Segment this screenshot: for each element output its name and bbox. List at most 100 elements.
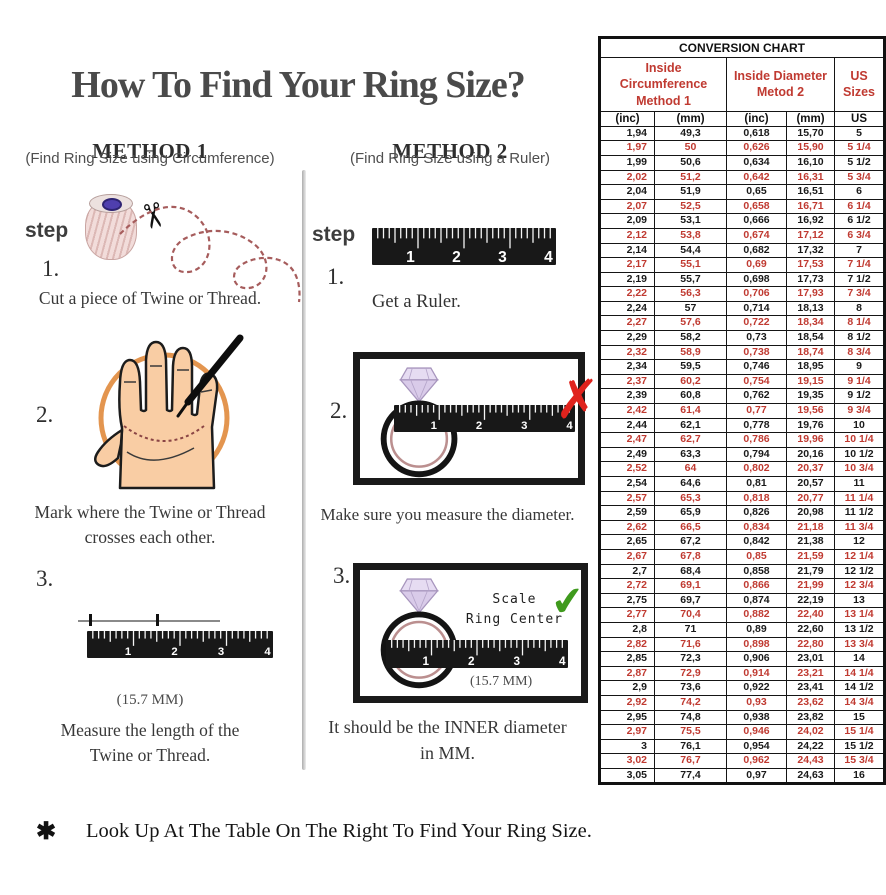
- table-row: 2,62 66,5 0,834 21,18 11 3/4: [599, 519, 886, 536]
- table-row: 2,12 53,8 0,674 17,12 6 3/4: [599, 227, 886, 244]
- step-2-caption: Mark where the Twine or Thread crosses e…: [34, 502, 266, 548]
- table-row: 2,8 71 0,89 22,60 13 1/2: [599, 621, 886, 638]
- method-2-title: METHOD 2: [392, 139, 508, 164]
- table-row: 2,52 64 0,802 20,37 10 3/4: [599, 461, 886, 477]
- table-row: 2,14 54,4 0,682 17,32 7: [599, 242, 886, 259]
- table-row: 2,24 57 0,714 18,13 8: [599, 300, 886, 317]
- table-row: 3,02 76,7 0,962 24,43 15 3/4: [599, 753, 886, 769]
- method-1-title: METHOD 1: [92, 139, 208, 164]
- page-title: How To Find Your Ring Size?: [71, 64, 525, 107]
- table-row: 1,99 50,6 0,634 16,10 5 1/2: [599, 154, 886, 171]
- svg-text:2: 2: [171, 646, 177, 658]
- thread-mark-icon: [89, 614, 92, 626]
- ruler-icon: 1 2 3 4: [372, 228, 556, 265]
- svg-text:3: 3: [218, 646, 224, 658]
- table-row: 2,59 65,9 0,826 20,98 11 1/2: [599, 505, 886, 521]
- ruler-icon: 1 2 3 4: [87, 631, 273, 658]
- svg-text:4: 4: [544, 249, 553, 265]
- table-row: 2,87 72,9 0,914 23,21 14 1/4: [599, 665, 886, 682]
- table-row: 2,65 67,2 0,842 21,38 12: [599, 534, 886, 550]
- svg-text:4: 4: [264, 646, 271, 658]
- svg-text:2: 2: [476, 420, 482, 432]
- footnote-text: Look Up At The Table On The Right To Fin…: [86, 820, 592, 842]
- table-row: 2,47 62,7 0,786 19,96 10 1/4: [599, 432, 886, 448]
- spool-hole: [102, 198, 122, 211]
- step-2-number: 2.: [330, 398, 348, 423]
- table-row: 2,49 63,3 0,794 20,16 10 1/2: [599, 446, 886, 463]
- col-group-circumference: Inside Circumference Method 1: [599, 57, 727, 112]
- ruler-icon: 1 2 3 4: [386, 640, 568, 668]
- table-row: 2,57 65,3 0,818 20,77 11 1/4: [599, 490, 886, 507]
- svg-text:2: 2: [452, 249, 461, 265]
- sub-header: (mm): [654, 110, 727, 127]
- table-row: 2,7 68,4 0,858 21,79 12 1/2: [599, 563, 886, 580]
- svg-text:3: 3: [498, 249, 507, 265]
- table-row: 2,42 61,4 0,77 19,56 9 3/4: [599, 403, 886, 419]
- svg-text:3: 3: [514, 655, 521, 668]
- step-label: step: [312, 223, 356, 246]
- table-row: 2,34 59,5 0,746 18,95 9: [599, 359, 886, 375]
- step-label: step: [25, 219, 69, 242]
- ring-icon: [380, 578, 458, 689]
- table-row: 2,07 52,5 0,658 16,71 6 1/4: [599, 198, 886, 215]
- table-row: 2,67 67,8 0,85 21,59 12 1/4: [599, 548, 886, 565]
- step-3-caption: It should be the INNER diameter in MM.: [328, 717, 567, 764]
- svg-text:1: 1: [125, 646, 131, 658]
- table-row: 2,95 74,8 0,938 23,82 15: [599, 709, 886, 726]
- step-2-caption: Make sure you measure the diameter.: [320, 505, 575, 524]
- table-row: 2,19 55,7 0,698 17,73 7 1/2: [599, 271, 886, 288]
- table-title: CONVERSION CHART: [598, 37, 886, 58]
- col-group-us-sizes: US Sizes: [833, 57, 886, 112]
- table-row: 2,72 69,1 0,866 21,99 12 3/4: [599, 578, 886, 594]
- step-1-number: 1.: [42, 256, 60, 281]
- sub-header: (mm): [786, 110, 835, 127]
- method-2-subtitle: (Find Ring Size using a Ruler): [349, 150, 551, 167]
- conversion-chart: CONVERSION CHART Inside Circumference Me…: [598, 36, 886, 786]
- svg-text:4: 4: [566, 420, 573, 432]
- sub-header: US: [833, 110, 886, 127]
- step-3-number: 3.: [36, 566, 54, 591]
- table-row: 2,75 69,7 0,874 22,19 13: [599, 592, 886, 609]
- svg-text:1: 1: [406, 249, 415, 265]
- step-3-number: 3.: [333, 563, 351, 588]
- column-divider: [302, 170, 306, 770]
- svg-text:1: 1: [431, 420, 437, 432]
- scale-ring-center-label: Scale Ring Center: [465, 592, 563, 628]
- method-1-subtitle: (Find Ring Size using Circumference): [25, 150, 275, 167]
- step-2-number: 2.: [36, 402, 54, 427]
- table-row: 2,27 57,6 0,722 18,34 8 1/4: [599, 315, 886, 332]
- table-row: 2,44 62,1 0,778 19,76 10: [599, 417, 886, 434]
- table-row: 2,54 64,6 0,81 20,57 11: [599, 476, 886, 492]
- table-row: 2,9 73,6 0,922 23,41 14 1/2: [599, 680, 886, 696]
- ruler-icon: 1 2 3 4: [394, 405, 575, 432]
- table-row: 2,17 55,1 0,69 17,53 7 1/4: [599, 257, 886, 273]
- svg-text:1: 1: [423, 655, 430, 668]
- step-3-measurement: (15.7 MM): [116, 692, 184, 708]
- table-row: 2,82 71,6 0,898 22,80 13 3/4: [599, 636, 886, 653]
- table-row: 3 76,1 0,954 24,22 15 1/2: [599, 738, 886, 755]
- table-row: 1,97 50 0,626 15,90 5 1/4: [599, 140, 886, 156]
- svg-text:2: 2: [468, 655, 475, 668]
- col-group-diameter: Inside Diameter Metod 2: [726, 57, 835, 112]
- table-row: 2,37 60,2 0,754 19,15 9 1/4: [599, 373, 886, 390]
- wrong-measure-illustration: 1 2 3 4 ✗: [353, 352, 600, 485]
- sub-header: (inc): [726, 110, 787, 127]
- step-1-number: 1.: [327, 264, 345, 289]
- table-row: 3,05 77,4 0,97 24,63 16: [599, 767, 886, 785]
- step-3-caption: Measure the length of the Twine or Threa…: [60, 720, 240, 766]
- table-row: 2,77 70,4 0,882 22,40 13 1/4: [599, 607, 886, 623]
- table-row: 2,09 53,1 0,666 16,92 6 1/2: [599, 213, 886, 229]
- step-3-measurement: (15.7 MM): [470, 674, 533, 689]
- step-1-caption: Cut a piece of Twine or Thread.: [38, 288, 262, 308]
- twine-thread-icon: [119, 205, 301, 303]
- table-row: 2,02 51,2 0,642 16,31 5 3/4: [599, 169, 886, 186]
- conversion-table: CONVERSION CHART Inside Circumference Me…: [598, 36, 886, 786]
- table-row: 2,39 60,8 0,762 19,35 9 1/2: [599, 388, 886, 405]
- correct-measure-illustration: Scale Ring Center ✔ 1 2 3 4 (15.7 MM): [353, 563, 588, 703]
- svg-text:4: 4: [559, 655, 566, 668]
- svg-text:3: 3: [521, 420, 527, 432]
- measured-thread-icon: [78, 620, 220, 622]
- conversion-rows: 1,94 49,3 0,618 15,70 5 1,97 50 0,626 15,90 5 1/4…: [599, 125, 886, 785]
- table-row: 2,22 56,3 0,706 17,93 7 3/4: [599, 286, 886, 302]
